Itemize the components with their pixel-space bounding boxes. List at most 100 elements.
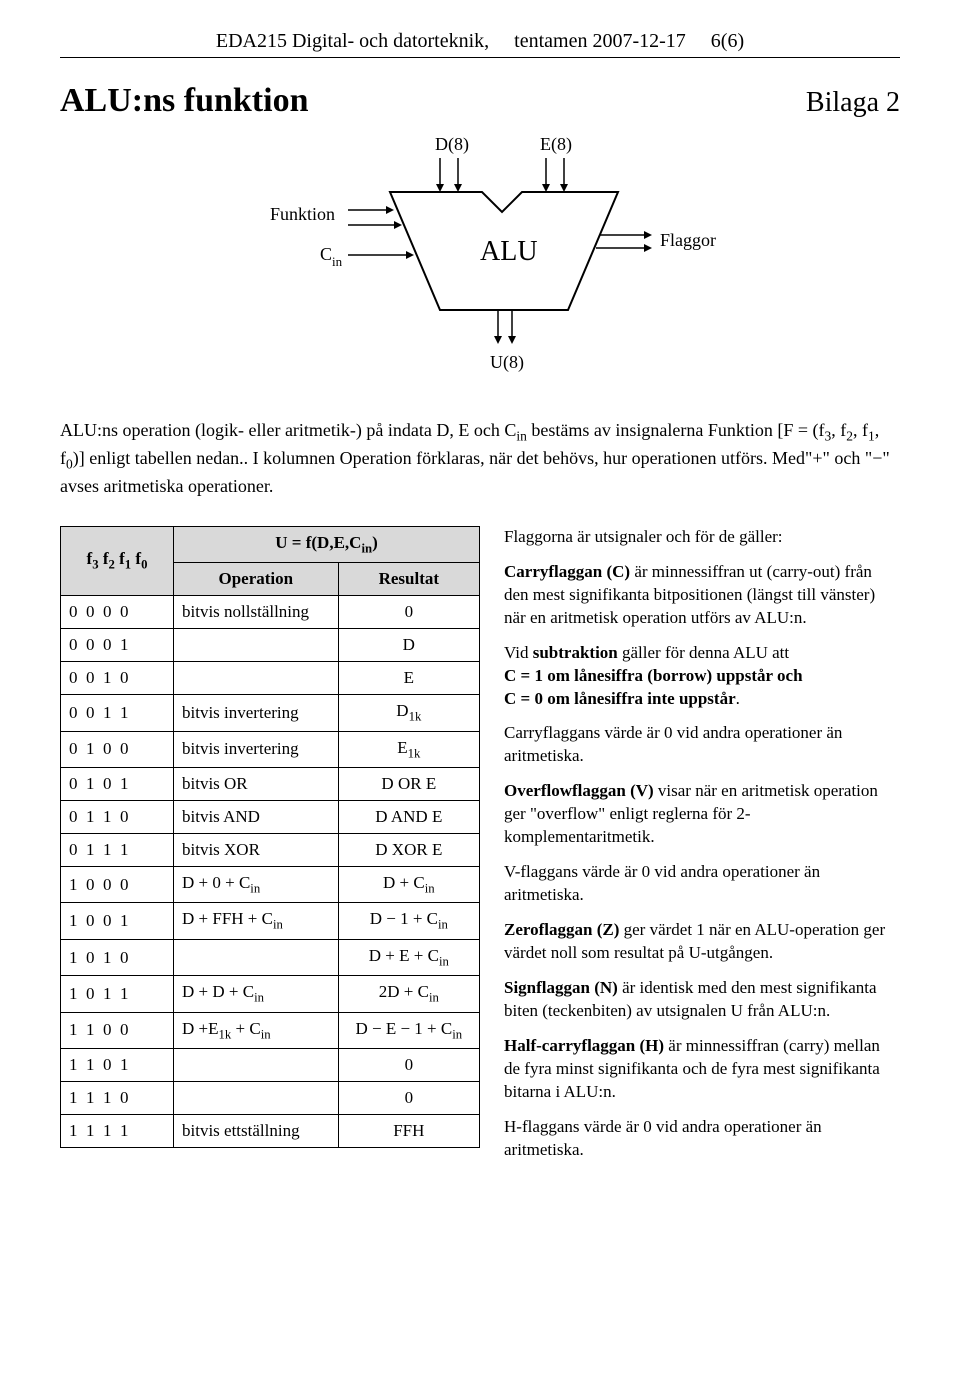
page: EDA215 Digital- och datorteknik, tentame… — [0, 0, 960, 1213]
res-cell: 0 — [338, 1049, 479, 1082]
intro-sub: 1 — [868, 429, 875, 444]
op-cell — [174, 1049, 339, 1082]
intro-seg: [F = (f — [777, 420, 824, 440]
cin-label: Cin — [320, 244, 343, 269]
flag-z: Zeroflaggan (Z) ger värdet 1 när en ALU-… — [504, 919, 900, 965]
f-cell: 1 1 0 1 — [61, 1049, 174, 1082]
res-cell: FFH — [338, 1115, 479, 1148]
op-cell: bitvis nollställning — [174, 596, 339, 629]
op-cell — [174, 629, 339, 662]
flag-h: Half-carryflaggan (H) är minnessiffran (… — [504, 1035, 900, 1104]
op-cell — [174, 1082, 339, 1115]
f-cell: 0 1 1 1 — [61, 834, 174, 867]
intro-seg: bestäms av insignalerna Funktion — [527, 420, 773, 440]
res-cell: 2D + Cin — [338, 976, 479, 1012]
appendix-label: Bilaga 2 — [806, 87, 900, 119]
th-op: Operation — [174, 563, 339, 596]
th-f: f3 f2 f1 f0 — [61, 526, 174, 595]
intro-seg: , f — [831, 420, 846, 440]
content-columns: f3 f2 f1 f0 U = f(D,E,Cin) Operation Res… — [60, 526, 900, 1174]
f-cell: 1 0 0 0 — [61, 867, 174, 903]
th-res: Resultat — [338, 563, 479, 596]
res-cell: D1k — [338, 695, 479, 731]
f-cell: 1 1 1 0 — [61, 1082, 174, 1115]
flag-sub-seg: . — [736, 689, 740, 708]
table-row: 1 0 0 0D + 0 + CinD + Cin — [61, 867, 480, 903]
res-cell: D + Cin — [338, 867, 479, 903]
op-cell: bitvis OR — [174, 768, 339, 801]
flag-sub-line: C = 0 om lånesiffra inte uppstår — [504, 689, 736, 708]
doc-header: EDA215 Digital- och datorteknik, tentame… — [60, 30, 900, 53]
page-title: ALU:ns funktion — [60, 82, 308, 120]
flag-n: Signflaggan (N) är identisk med den mest… — [504, 977, 900, 1023]
f-cell: 1 1 0 0 — [61, 1012, 174, 1048]
res-cell: 0 — [338, 596, 479, 629]
page-number: 6(6) — [711, 30, 744, 52]
f-cell: 0 0 1 1 — [61, 695, 174, 731]
table-row: 0 0 0 0bitvis nollställning0 — [61, 596, 480, 629]
flaggor-label: Flaggor — [660, 230, 716, 250]
res-cell: 0 — [338, 1082, 479, 1115]
funktion-label: Funktion — [270, 204, 335, 224]
flag-h-title: Half-carryflaggan (H) — [504, 1036, 664, 1055]
table-row: 1 1 0 1 0 — [61, 1049, 480, 1082]
table-row: 1 1 1 0 0 — [61, 1082, 480, 1115]
flag-n-title: Signflaggan (N) — [504, 978, 618, 997]
alu-text: ALU — [480, 236, 538, 267]
flag-z-title: Zeroflaggan (Z) — [504, 920, 619, 939]
f-cell: 0 0 1 0 — [61, 662, 174, 695]
op-cell: D + FFH + Cin — [174, 903, 339, 939]
flag-sub-seg: gäller för denna ALU att — [618, 643, 789, 662]
flags-column: Flaggorna är utsignaler och för de gälle… — [504, 526, 900, 1174]
op-cell — [174, 939, 339, 975]
flag-v: Overflowflaggan (V) visar när en aritmet… — [504, 780, 900, 849]
table-row: 0 1 0 0bitvis inverteringE1k — [61, 731, 480, 767]
flag-sub: Vid subtraktion gäller för denna ALU att… — [504, 642, 900, 711]
flag-c-after: Carryflaggans värde är 0 vid andra opera… — [504, 722, 900, 768]
res-cell: E — [338, 662, 479, 695]
op-cell: bitvis invertering — [174, 731, 339, 767]
intro-sub: in — [516, 429, 527, 444]
table-row: 1 0 0 1D + FFH + CinD − 1 + Cin — [61, 903, 480, 939]
alu-table-body: 0 0 0 0bitvis nollställning00 0 0 1D0 0 … — [61, 596, 480, 1148]
table-row: 0 1 1 0bitvis ANDD AND E — [61, 801, 480, 834]
op-cell — [174, 662, 339, 695]
table-row: 1 1 1 1bitvis ettställningFFH — [61, 1115, 480, 1148]
op-cell: D + D + Cin — [174, 976, 339, 1012]
table-row: 0 1 0 1bitvis ORD OR E — [61, 768, 480, 801]
op-cell: bitvis invertering — [174, 695, 339, 731]
flags-intro: Flaggorna är utsignaler och för de gälle… — [504, 526, 900, 549]
title-row: ALU:ns funktion Bilaga 2 — [60, 82, 900, 120]
res-cell: D — [338, 629, 479, 662]
intro-seg: )] enligt tabellen nedan.. I kolumnen Op… — [60, 448, 890, 496]
res-cell: D − 1 + Cin — [338, 903, 479, 939]
table-column: f3 f2 f1 f0 U = f(D,E,Cin) Operation Res… — [60, 526, 480, 1148]
table-row: 0 0 1 1bitvis inverteringD1k — [61, 695, 480, 731]
intro-sub: 2 — [846, 429, 853, 444]
intro-sub: 0 — [66, 456, 73, 471]
f-cell: 1 1 1 1 — [61, 1115, 174, 1148]
th-u: U = f(D,E,Cin) — [174, 526, 480, 562]
f-cell: 1 0 0 1 — [61, 903, 174, 939]
f-cell: 1 0 1 0 — [61, 939, 174, 975]
flag-c-title: Carryflaggan (C) — [504, 562, 630, 581]
f-cell: 1 0 1 1 — [61, 976, 174, 1012]
res-cell: D OR E — [338, 768, 479, 801]
f-cell: 0 0 0 0 — [61, 596, 174, 629]
op-cell: bitvis AND — [174, 801, 339, 834]
alu-diagram: D(8) E(8) ALU Funktion Cin — [60, 130, 900, 390]
f-cell: 0 0 0 1 — [61, 629, 174, 662]
alu-table: f3 f2 f1 f0 U = f(D,E,Cin) Operation Res… — [60, 526, 480, 1148]
header-rule — [60, 57, 900, 58]
u-label: U(8) — [490, 352, 524, 373]
flag-v-title: Overflowflaggan (V) — [504, 781, 654, 800]
flag-sub-bold: subtraktion — [533, 643, 618, 662]
course-code: EDA215 Digital- och datorteknik, — [216, 30, 489, 52]
table-row: 1 0 1 0D + E + Cin — [61, 939, 480, 975]
table-row: 1 0 1 1D + D + Cin2D + Cin — [61, 976, 480, 1012]
table-row: 0 0 1 0 E — [61, 662, 480, 695]
flag-sub-seg: Vid — [504, 643, 533, 662]
flag-v-after: V-flaggans värde är 0 vid andra operatio… — [504, 861, 900, 907]
res-cell: D − E − 1 + Cin — [338, 1012, 479, 1048]
res-cell: E1k — [338, 731, 479, 767]
